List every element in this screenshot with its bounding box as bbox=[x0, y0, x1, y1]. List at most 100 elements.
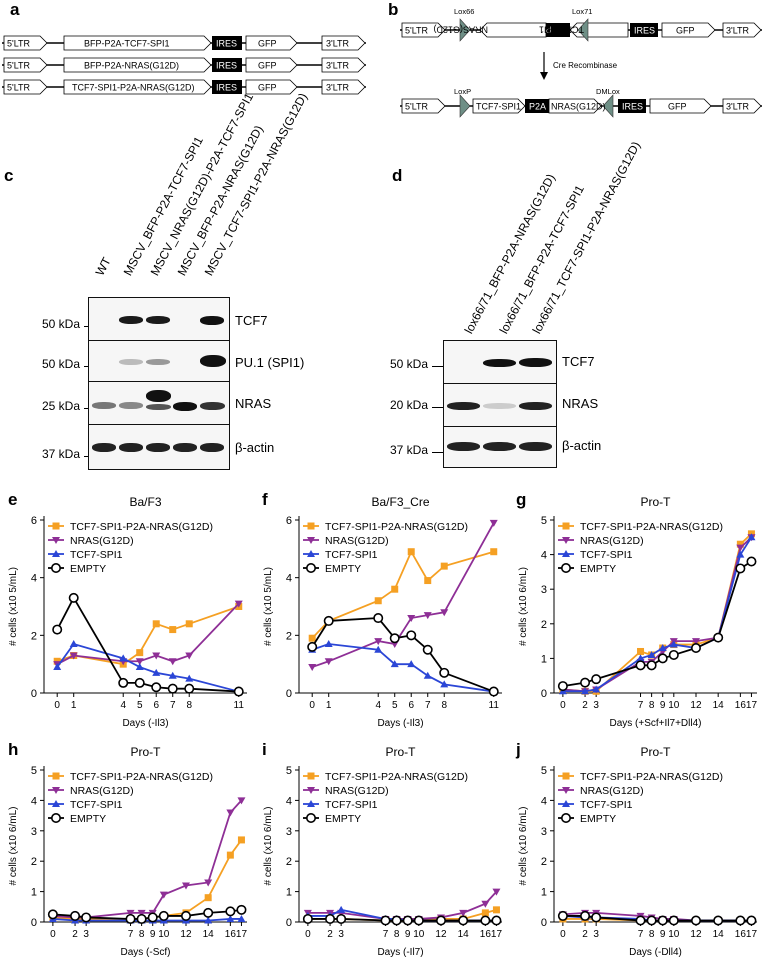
legend-circle-marker bbox=[50, 563, 61, 574]
x-tick-label: 10 bbox=[413, 929, 425, 940]
ires-label: IRES bbox=[634, 26, 655, 36]
x-tick-label: 16 bbox=[735, 700, 747, 711]
x-tick-label: 7 bbox=[638, 929, 644, 940]
series-empty bbox=[47, 904, 247, 924]
blot-row-nras bbox=[443, 383, 557, 427]
data-point-circle-marker bbox=[646, 660, 657, 671]
panel-label-d: d bbox=[392, 166, 403, 185]
data-point-circle-marker bbox=[580, 910, 591, 921]
data-point-up-triangle-marker bbox=[390, 660, 399, 668]
legend-label: TCF7-SPI1-P2A-NRAS(G12D) bbox=[70, 771, 213, 783]
series-line bbox=[311, 643, 494, 693]
data-point-circle-marker bbox=[422, 644, 433, 655]
y-tick-label: 1 bbox=[541, 887, 547, 899]
data-point-circle-marker bbox=[646, 915, 657, 926]
legend-up-triangle-marker bbox=[307, 800, 315, 807]
blot-row-nras bbox=[88, 381, 230, 425]
x-tick-label: 14 bbox=[458, 929, 470, 940]
data-point-circle-marker bbox=[458, 915, 469, 926]
legend-up-triangle-marker bbox=[52, 550, 60, 557]
data-point-circle-marker bbox=[389, 633, 400, 644]
data-point-circle-marker bbox=[668, 649, 679, 660]
data-point-up-triangle-marker bbox=[592, 685, 601, 693]
data-point-up-triangle-marker bbox=[53, 663, 62, 671]
chart-legend: TCF7-SPI1-P2A-NRAS(G12D) NRAS(G12D) TCF7-S… bbox=[303, 521, 468, 575]
data-point-circle-marker bbox=[184, 683, 195, 694]
construct-row-3: 5'LTR TCF7-SPI1-P2A-NRAS(G12D) IRES GFP … bbox=[2, 79, 366, 95]
blot-row-actin bbox=[443, 426, 557, 468]
data-point-up-triangle-marker bbox=[324, 639, 333, 647]
blot-label: NRAS bbox=[562, 396, 599, 411]
data-point-square-marker bbox=[185, 620, 193, 628]
x-tick-label: 7 bbox=[638, 700, 644, 711]
x-tick-label: 9 bbox=[660, 700, 666, 711]
gfp-label: GFP bbox=[668, 102, 687, 112]
data-point-square-marker bbox=[226, 851, 234, 859]
data-point-square-marker bbox=[308, 634, 316, 642]
data-point-up-triangle-marker bbox=[168, 671, 177, 679]
loxp-label: LoxP bbox=[454, 87, 471, 96]
y-tick-label: 2 bbox=[541, 856, 547, 868]
data-point-square-marker bbox=[136, 649, 144, 657]
panel-label-g: g bbox=[516, 490, 527, 509]
x-tick-label: 8 bbox=[139, 929, 145, 940]
data-point-up-triangle-marker bbox=[407, 660, 416, 668]
y-tick-label: 5 bbox=[541, 515, 547, 527]
mw-marker: 50 kDa bbox=[41, 357, 80, 371]
data-point-circle-marker bbox=[81, 912, 92, 923]
panel-label-e: e bbox=[8, 490, 18, 509]
data-point-down-triangle-marker bbox=[440, 609, 449, 617]
panel-label-a: a bbox=[10, 0, 20, 19]
data-point-down-triangle-marker bbox=[481, 900, 490, 908]
panel-label-h: h bbox=[8, 740, 19, 759]
data-point-up-triangle-marker bbox=[423, 671, 432, 679]
data-point-circle-marker bbox=[657, 653, 668, 664]
x-axis-label: Days (-Scf) bbox=[121, 947, 171, 958]
nras-reversed-label: NRAS(G12D) bbox=[433, 25, 488, 35]
data-point-circle-marker bbox=[406, 630, 417, 641]
data-point-circle-marker bbox=[302, 913, 313, 924]
series-tcf bbox=[53, 639, 243, 695]
data-point-down-triangle-marker bbox=[234, 600, 243, 608]
x-tick-label: 2 bbox=[72, 929, 78, 940]
data-point-up-triangle-marker bbox=[647, 650, 656, 658]
data-point-up-triangle-marker bbox=[658, 644, 667, 652]
y-axis-label: # cells (x10 6/mL) bbox=[8, 807, 19, 886]
data-point-circle-marker bbox=[735, 563, 746, 574]
chart-legend: TCF7-SPI1-P2A-NRAS(G12D) NRAS(G12D) TCF7-S… bbox=[303, 771, 468, 825]
data-point-circle-marker bbox=[480, 915, 491, 926]
mw-marker: 25 kDa bbox=[41, 399, 80, 413]
legend-square-marker bbox=[307, 772, 315, 780]
data-point-circle-marker bbox=[336, 913, 347, 924]
y-tick-label: 3 bbox=[541, 826, 547, 838]
y-tick-label: 5 bbox=[541, 765, 547, 777]
construct-diagram-a: 5'LTR BFP-P2A-TCF7-SPI1 IRES GFP 3'LTR 5… bbox=[2, 35, 366, 95]
legend-label: TCF7-SPI1-P2A-NRAS(G12D) bbox=[580, 771, 723, 783]
legend-label: EMPTY bbox=[580, 563, 616, 575]
ltr3-label: 3'LTR bbox=[726, 26, 750, 36]
p2a-reversed-label: P2A bbox=[535, 25, 552, 35]
data-point-down-triangle-marker bbox=[69, 652, 78, 660]
x-tick-label: 8 bbox=[649, 700, 655, 711]
mw-tick bbox=[432, 407, 448, 408]
legend-label: NRAS(G12D) bbox=[325, 785, 389, 797]
x-tick-label: 10 bbox=[668, 929, 680, 940]
legend-circle-marker bbox=[50, 813, 61, 824]
dmlox-label: DMLox bbox=[596, 87, 620, 96]
down-arrow-icon bbox=[540, 72, 548, 80]
legend-down-triangle-marker bbox=[52, 537, 60, 544]
data-point-square-marker bbox=[152, 620, 160, 628]
data-point-circle-marker bbox=[233, 686, 244, 697]
legend-label: EMPTY bbox=[70, 563, 106, 575]
x-tick-label: 7 bbox=[128, 929, 134, 940]
y-tick-label: 0 bbox=[541, 688, 547, 700]
mw-marker: 50 kDa bbox=[389, 357, 428, 371]
blot-label: TCF7 bbox=[562, 354, 595, 369]
insert-label: BFP-P2A-NRAS(G12D) bbox=[84, 61, 179, 71]
x-tick-label: 0 bbox=[50, 929, 56, 940]
data-point-circle-marker bbox=[402, 915, 413, 926]
x-tick-label: 16 bbox=[225, 929, 237, 940]
y-tick-label: 3 bbox=[31, 826, 37, 838]
